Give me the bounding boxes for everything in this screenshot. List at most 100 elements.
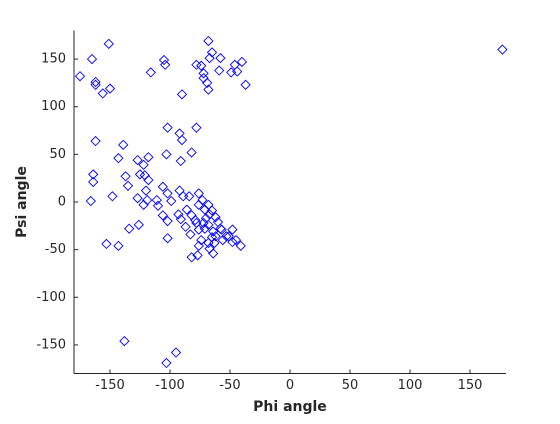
- point: [124, 223, 135, 234]
- point: [227, 224, 238, 235]
- point: [175, 155, 186, 167]
- point: [210, 231, 221, 242]
- point: [85, 195, 96, 207]
- point: [235, 240, 246, 251]
- point: [227, 236, 238, 248]
- point: [184, 191, 195, 202]
- point: [214, 65, 225, 76]
- point: [166, 195, 177, 207]
- point: [206, 232, 218, 243]
- y-tick-label: 50: [49, 147, 66, 162]
- y-tick-label: -50: [45, 242, 66, 257]
- point: [230, 234, 242, 246]
- point: [185, 229, 196, 240]
- point: [176, 89, 188, 100]
- point: [157, 210, 168, 221]
- point: [162, 233, 173, 244]
- point: [138, 159, 149, 170]
- point: [208, 226, 219, 237]
- point: [162, 215, 173, 227]
- point: [173, 209, 184, 220]
- point: [170, 347, 182, 358]
- point: [206, 205, 218, 216]
- point: [191, 217, 202, 229]
- point: [203, 84, 214, 95]
- x-tick-label: -150: [95, 378, 125, 393]
- point: [162, 188, 173, 199]
- point: [236, 56, 248, 68]
- point: [186, 252, 197, 263]
- x-tick-label: 150: [458, 378, 483, 393]
- y-tick-label: 100: [41, 99, 66, 114]
- x-tick-label: 0: [286, 378, 294, 393]
- point: [113, 153, 124, 164]
- y-tick-label: -150: [36, 337, 66, 352]
- point: [202, 77, 213, 89]
- point: [210, 212, 221, 223]
- point: [240, 79, 251, 90]
- point: [175, 214, 186, 225]
- x-tick-label: 100: [398, 378, 423, 393]
- point: [120, 171, 131, 182]
- x-axis-label: Phi angle: [253, 399, 327, 415]
- point: [143, 152, 154, 163]
- point: [204, 52, 215, 64]
- point: [143, 174, 154, 186]
- point: [206, 47, 218, 58]
- point: [226, 67, 237, 78]
- point: [119, 335, 130, 347]
- point: [138, 199, 149, 210]
- point: [196, 234, 207, 246]
- point: [133, 219, 144, 231]
- point: [180, 221, 191, 232]
- point: [132, 154, 143, 166]
- point: [88, 169, 99, 180]
- point: [103, 38, 114, 49]
- point: [118, 139, 129, 150]
- point: [190, 214, 201, 226]
- point: [186, 147, 197, 158]
- point: [90, 79, 101, 90]
- point: [122, 180, 134, 191]
- point: [181, 204, 192, 215]
- y-axis-label: Psi angle: [14, 166, 30, 238]
- point: [193, 199, 204, 210]
- point: [161, 149, 172, 160]
- point: [193, 224, 204, 235]
- point: [193, 188, 204, 199]
- point: [107, 191, 118, 202]
- point: [90, 135, 101, 147]
- point: [97, 88, 108, 99]
- point: [216, 224, 227, 235]
- y-tick-label: 0: [58, 195, 66, 210]
- point: [151, 194, 162, 206]
- point: [101, 238, 112, 250]
- point: [113, 240, 124, 251]
- point: [497, 44, 508, 55]
- point: [191, 122, 202, 133]
- point: [157, 181, 168, 192]
- point: [86, 53, 98, 65]
- point: [198, 68, 209, 79]
- point: [176, 134, 188, 146]
- point: [140, 185, 152, 196]
- point: [88, 176, 99, 188]
- point: [160, 59, 171, 70]
- point: [215, 52, 226, 64]
- point: [132, 193, 143, 204]
- point: [199, 223, 210, 234]
- point: [158, 54, 170, 66]
- x-tick-label: -100: [155, 378, 185, 393]
- point: [193, 240, 204, 251]
- point: [192, 250, 203, 261]
- point: [74, 71, 86, 82]
- point: [221, 231, 232, 242]
- point: [152, 200, 164, 211]
- x-tick-label: -50: [219, 378, 240, 393]
- point: [217, 234, 228, 246]
- point: [145, 67, 156, 78]
- point: [232, 66, 243, 77]
- point: [196, 60, 207, 71]
